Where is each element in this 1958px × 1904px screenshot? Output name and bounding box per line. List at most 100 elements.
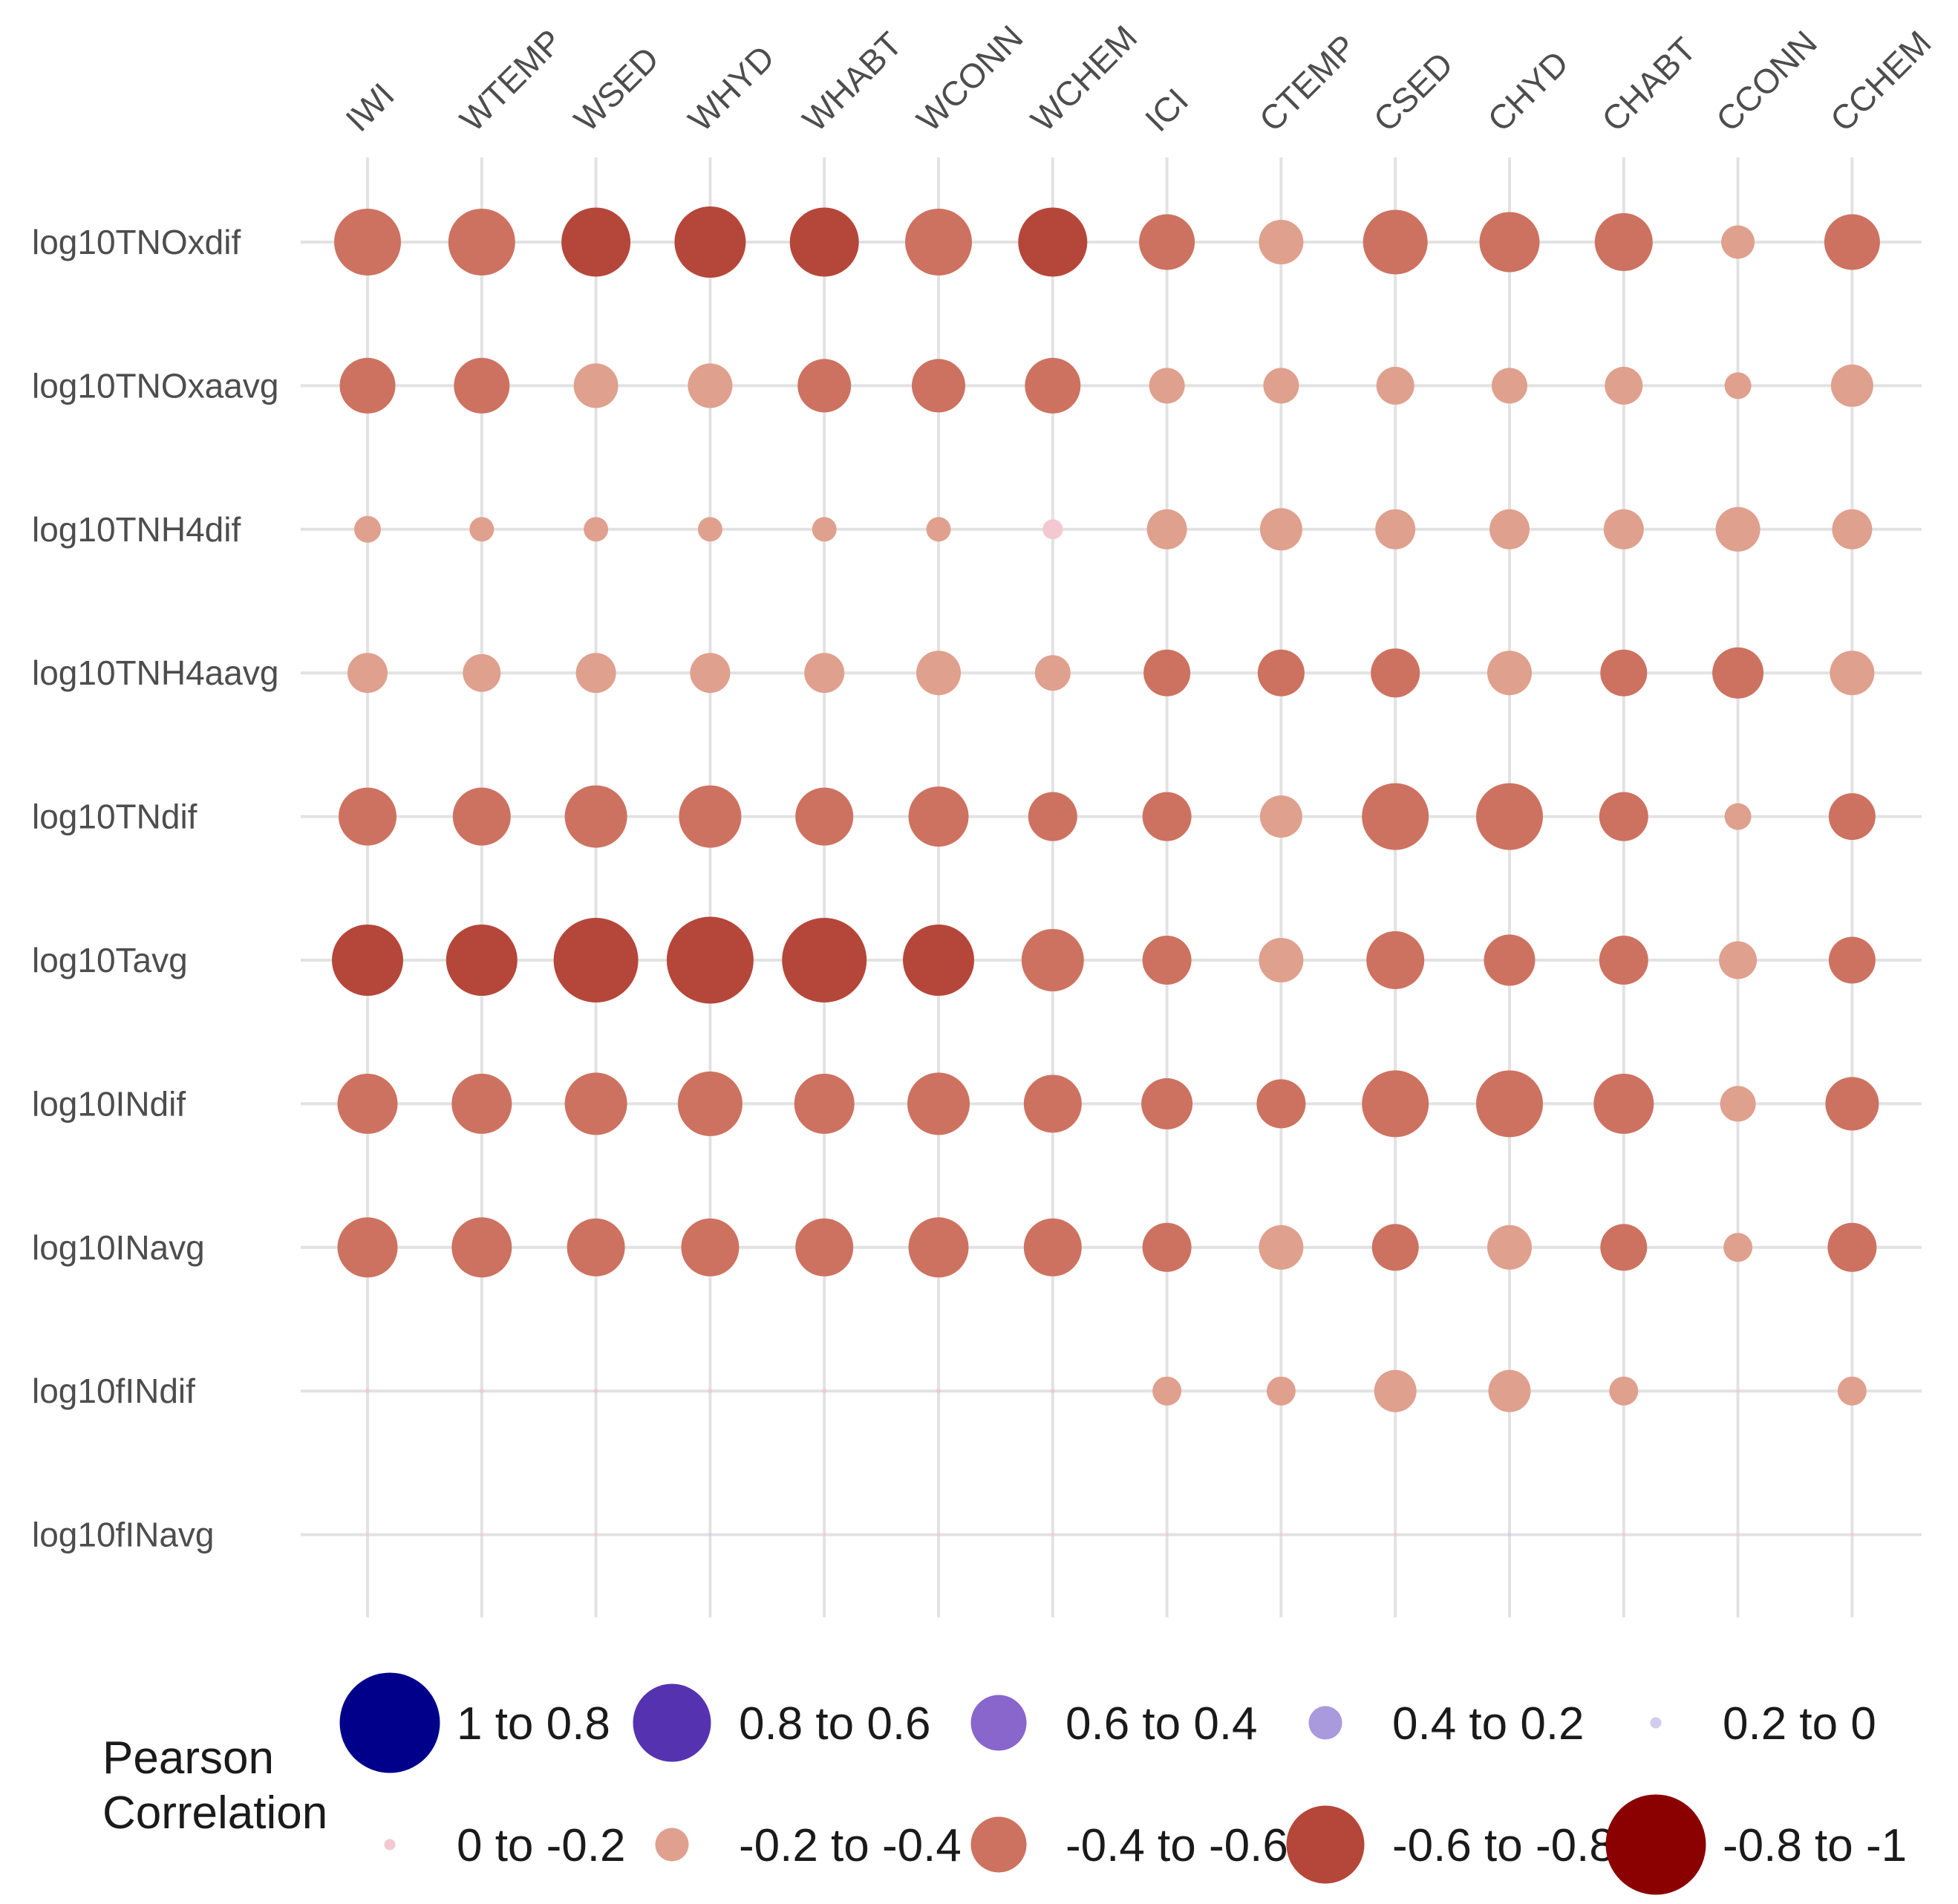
bubble-log10findif-chabt: [1609, 1376, 1639, 1406]
bubble-log10tnh4dif-chabt: [1603, 509, 1644, 550]
legend-label-8: -0.6 to -0.8: [1392, 1820, 1615, 1871]
bubble-log10tnoxaavg-wsed: [573, 363, 619, 408]
bubble-log10tnoxaavg-ctemp: [1263, 368, 1299, 404]
bubble-log10tnoxaavg-wchem: [1025, 357, 1081, 414]
bubble-log10tavg-csed: [1366, 931, 1425, 989]
bubble-log10finavg-csed: [1394, 1533, 1397, 1536]
legend-label-6: -0.2 to -0.4: [739, 1820, 962, 1871]
bubble-log10tndif-wsed: [564, 785, 627, 848]
bubble-log10indif-cchem: [1825, 1077, 1879, 1131]
bubble-log10inavg-wtemp: [451, 1217, 512, 1278]
legend-key-0: [339, 1672, 440, 1773]
bubble-log10tnoxaavg-whabt: [797, 359, 852, 413]
legend-title-line1: Pearson: [102, 1732, 274, 1784]
row-label-log10inavg: log10INavg: [32, 1228, 205, 1267]
bubble-log10tnh4dif-whabt: [812, 517, 837, 542]
column-label-cconn: CCONN: [1709, 23, 1824, 139]
bubble-log10tnh4dif-wchem: [1042, 519, 1063, 540]
bubble-log10tndif-cchem: [1828, 793, 1876, 841]
legend-label-9: -0.8 to -1: [1723, 1820, 1907, 1871]
bubble-log10tnoxdif-wtemp: [448, 209, 515, 276]
column-label-cchem: CCHEM: [1823, 23, 1939, 139]
bubble-log10inavg-whabt: [795, 1218, 854, 1277]
bubble-log10findif-chyd: [1488, 1369, 1531, 1412]
bubble-log10finavg-iwi: [366, 1533, 369, 1536]
bubble-log10tnoxaavg-chyd: [1492, 368, 1527, 404]
bubble-log10tnh4dif-csed: [1375, 509, 1416, 550]
bubble-log10tnh4aavg-ici: [1143, 649, 1191, 697]
bubble-log10tnoxaavg-whyd: [688, 363, 733, 408]
bubble-log10findif-wtemp: [479, 1389, 484, 1394]
bubble-log10tnoxdif-ctemp: [1259, 220, 1304, 264]
bubble-log10tnh4dif-whyd: [697, 517, 722, 542]
bubble-log10tnoxdif-chabt: [1594, 213, 1653, 271]
bubble-log10tndif-ici: [1142, 792, 1192, 841]
bubble-log10indif-ici: [1141, 1077, 1193, 1129]
bubble-log10finavg-wsed: [594, 1533, 598, 1536]
bubble-log10tnh4dif-wconn: [926, 517, 951, 542]
bubble-log10findif-wchem: [1050, 1389, 1055, 1394]
row-label-log10tnoxaavg: log10TNOxaavg: [32, 366, 278, 405]
bubble-log10inavg-ctemp: [1259, 1225, 1304, 1270]
bubble-log10inavg-cconn: [1723, 1233, 1753, 1262]
row-label-log10tnoxdif: log10TNOxdif: [32, 223, 241, 261]
legend-key-5: [384, 1839, 396, 1851]
bubble-log10tnh4dif-cchem: [1832, 509, 1873, 550]
bubble-log10tnoxdif-cconn: [1721, 225, 1755, 259]
bubble-log10tnh4dif-iwi: [354, 515, 381, 543]
bubble-log10findif-ctemp: [1266, 1376, 1296, 1406]
bubble-log10tnoxdif-wchem: [1018, 207, 1088, 277]
bubble-log10tnh4dif-chyd: [1489, 509, 1530, 550]
bubble-log10findif-cconn: [1736, 1389, 1740, 1393]
bubble-log10tnoxaavg-wconn: [912, 359, 965, 413]
row-label-log10tndif: log10TNdif: [32, 798, 198, 836]
legend-key-9: [1605, 1794, 1706, 1895]
bubble-log10tavg-chabt: [1599, 936, 1648, 985]
bubble-log10tavg-whabt: [782, 918, 867, 1002]
bubble-log10indif-wtemp: [451, 1073, 512, 1134]
bubble-log10findif-whabt: [822, 1389, 827, 1394]
bubble-log10tndif-cconn: [1724, 803, 1752, 830]
bubble-log10indif-wchem: [1023, 1075, 1082, 1133]
bubble-log10tndif-wchem: [1028, 792, 1077, 841]
bubble-log10tnh4aavg-cchem: [1830, 651, 1875, 696]
bubble-log10findif-cchem: [1837, 1376, 1867, 1406]
bubble-log10tnoxdif-wsed: [561, 207, 631, 277]
bubble-log10tnoxdif-ici: [1139, 214, 1195, 270]
legend-key-3: [1308, 1706, 1342, 1740]
bubble-log10indif-wsed: [564, 1072, 627, 1135]
bubble-log10indif-chabt: [1593, 1073, 1654, 1134]
bubble-log10tnoxdif-whyd: [674, 206, 746, 278]
legend-label-3: 0.4 to 0.2: [1392, 1698, 1585, 1750]
bubble-log10tnoxdif-csed: [1363, 209, 1428, 275]
bubble-log10tnh4dif-ici: [1146, 509, 1187, 550]
bubble-log10tnoxaavg-cconn: [1724, 372, 1752, 400]
column-label-whabt: WHABT: [795, 25, 910, 139]
bubble-log10findif-csed: [1374, 1369, 1417, 1412]
bubble-log10tndif-wtemp: [452, 787, 511, 846]
bubble-log10tavg-wtemp: [446, 925, 518, 996]
legend-label-4: 0.2 to 0: [1723, 1698, 1876, 1750]
bubble-log10tndif-wconn: [908, 786, 969, 847]
column-label-wtemp: WTEMP: [452, 22, 570, 139]
legend-label-5: 0 to -0.2: [457, 1820, 625, 1871]
column-label-ctemp: CTEMP: [1252, 27, 1364, 139]
bubble-log10inavg-wsed: [567, 1218, 625, 1277]
bubble-log10tnh4aavg-whyd: [690, 653, 731, 694]
bubble-log10finavg-wtemp: [480, 1533, 483, 1536]
bubble-log10tavg-whyd: [666, 916, 754, 1004]
bubble-log10inavg-chabt: [1600, 1224, 1648, 1271]
row-label-log10indif: log10INdif: [32, 1084, 186, 1123]
bubble-log10finavg-chyd: [1507, 1533, 1512, 1536]
column-label-wconn: WCONN: [909, 18, 1030, 139]
bubble-log10tnh4dif-cconn: [1715, 506, 1760, 552]
bubble-log10tavg-iwi: [332, 925, 403, 996]
bubble-log10tndif-whabt: [795, 787, 854, 846]
row-labels: log10TNOxdif log10TNOxaavg log10TNH4dif log…: [32, 223, 278, 1554]
bubble-log10tnh4dif-ctemp: [1259, 508, 1302, 551]
bubble-log10indif-wconn: [907, 1072, 970, 1135]
bubble-log10indif-cconn: [1720, 1086, 1756, 1122]
bubble-log10tnh4aavg-wconn: [916, 651, 961, 696]
bubble-log10tndif-chyd: [1476, 783, 1543, 850]
